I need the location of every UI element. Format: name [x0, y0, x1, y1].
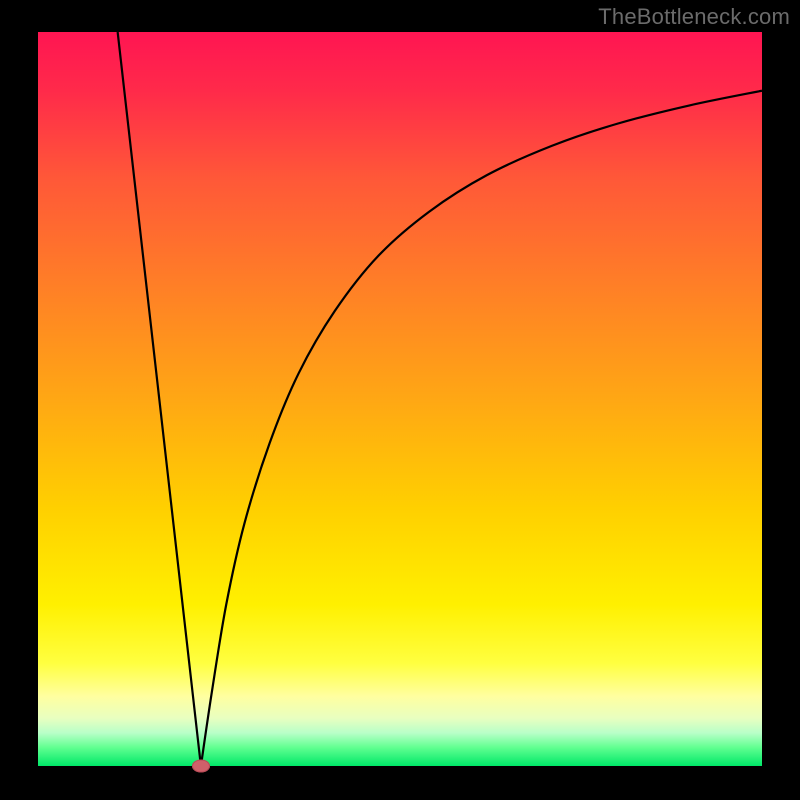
bottleneck-curve [0, 0, 800, 800]
min-point-marker [192, 760, 210, 773]
watermark-text: TheBottleneck.com [598, 4, 790, 30]
